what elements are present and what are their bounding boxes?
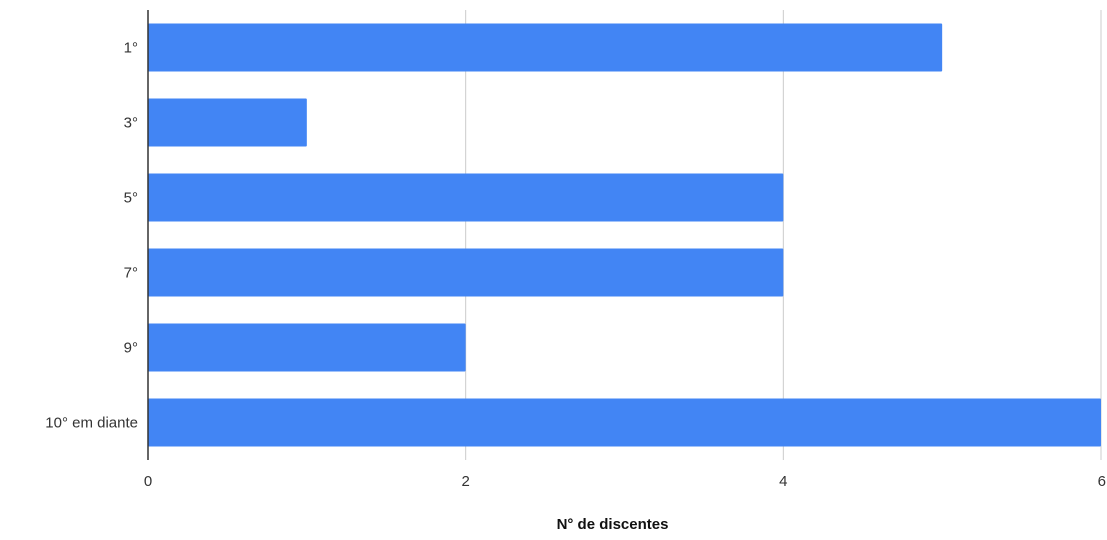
bar-2 bbox=[148, 98, 307, 147]
y-tick-label: 9° bbox=[124, 340, 138, 357]
y-tick-label: 10° em diante bbox=[45, 415, 138, 432]
x-tick-labels: 0 2 4 6 bbox=[144, 473, 1106, 490]
y-tick-label: 5° bbox=[124, 190, 138, 207]
x-tick-label: 4 bbox=[779, 473, 787, 490]
x-tick-label: 6 bbox=[1098, 473, 1106, 490]
bars bbox=[148, 23, 1101, 447]
y-tick-labels: 1° 3° 5° 7° 9° 10° em diante bbox=[45, 40, 138, 432]
bar-3 bbox=[148, 173, 784, 222]
x-axis-title: N° de discentes bbox=[557, 516, 669, 533]
x-tick-label: 2 bbox=[461, 473, 469, 490]
y-tick-label: 1° bbox=[124, 40, 138, 57]
bar-1 bbox=[148, 23, 943, 72]
x-tick-label: 0 bbox=[144, 473, 152, 490]
bar-5 bbox=[148, 323, 466, 372]
gridlines bbox=[465, 10, 1102, 460]
y-tick-label: 3° bbox=[124, 115, 138, 132]
bar-6 bbox=[148, 398, 1101, 447]
bar-4 bbox=[148, 248, 784, 297]
y-tick-label: 7° bbox=[124, 265, 138, 282]
